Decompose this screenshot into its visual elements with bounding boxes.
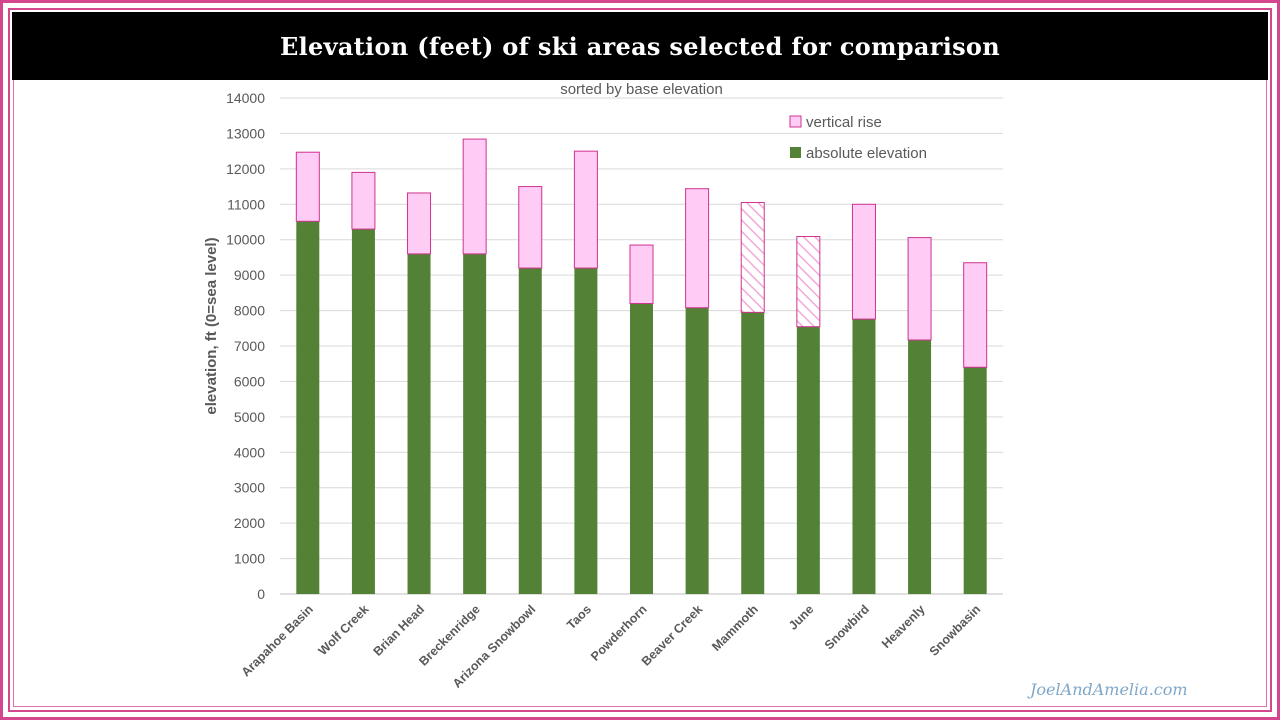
bar-absolute-elevation xyxy=(685,307,709,594)
x-tick-label: Arapahoe Basin xyxy=(239,602,316,679)
bar-absolute-elevation xyxy=(574,268,598,594)
title-bar: Elevation (feet) of ski areas selected f… xyxy=(12,12,1268,80)
x-tick-label: Powderhorn xyxy=(588,602,649,663)
legend-swatch-absolute-elevation xyxy=(790,147,801,158)
y-tick-label: 1000 xyxy=(234,551,265,567)
y-tick-label: 5000 xyxy=(234,409,265,425)
x-tick-label: Taos xyxy=(564,602,594,632)
x-tick-label: Brian Head xyxy=(371,602,428,659)
y-tick-label: 12000 xyxy=(226,161,265,177)
bar-vertical-rise xyxy=(963,262,988,368)
y-tick-label: 7000 xyxy=(234,338,265,354)
y-tick-label: 8000 xyxy=(234,303,265,319)
y-tick-label: 6000 xyxy=(234,373,265,389)
bar-absolute-elevation xyxy=(796,326,820,594)
bar-absolute-elevation xyxy=(630,303,653,594)
bar-vertical-rise xyxy=(685,188,710,309)
y-tick-label: 14000 xyxy=(226,90,265,106)
y-tick-label: 3000 xyxy=(234,480,265,496)
bar-vertical-rise xyxy=(462,138,487,255)
bar-absolute-elevation xyxy=(741,312,765,594)
bar-vertical-rise xyxy=(851,203,876,320)
bar-vertical-rise xyxy=(518,186,543,269)
bar-absolute-elevation xyxy=(463,253,487,594)
bar-vertical-rise xyxy=(629,244,654,304)
x-tick-label: Snowbasin xyxy=(927,602,984,659)
y-tick-label: 2000 xyxy=(234,515,265,531)
bar-absolute-elevation xyxy=(296,221,320,594)
x-tick-label: Snowbird xyxy=(822,602,872,652)
y-tick-label: 10000 xyxy=(226,232,265,248)
watermark: JoelAndAmelia.com xyxy=(1030,680,1188,699)
bar-absolute-elevation xyxy=(963,367,987,594)
x-tick-label: Wolf Creek xyxy=(316,602,372,658)
bar-vertical-rise xyxy=(796,236,821,328)
page-title: Elevation (feet) of ski areas selected f… xyxy=(280,31,1000,61)
bar-vertical-rise xyxy=(907,237,932,341)
y-tick-label: 4000 xyxy=(234,444,265,460)
bar-absolute-elevation xyxy=(518,268,542,594)
chart-subtitle: sorted by base elevation xyxy=(560,81,723,98)
x-tick-label: June xyxy=(786,602,817,633)
x-tick-label: Heavenly xyxy=(879,602,928,651)
frame-inner-border xyxy=(8,8,1272,712)
bar-absolute-elevation xyxy=(908,339,932,594)
legend-label-absolute-elevation: absolute elevation xyxy=(806,145,927,162)
bar-absolute-elevation xyxy=(852,319,876,594)
legend-swatch-vertical-rise xyxy=(789,115,802,128)
bar-vertical-rise xyxy=(351,171,376,230)
bar-vertical-rise xyxy=(740,202,765,313)
y-tick-label: 11000 xyxy=(227,196,265,212)
bar-vertical-rise xyxy=(295,151,320,222)
bar-absolute-elevation xyxy=(407,253,431,594)
y-axis-label: elevation, ft (0=sea level) xyxy=(203,237,220,414)
bar-absolute-elevation xyxy=(351,229,375,595)
bar-vertical-rise xyxy=(573,150,598,269)
bar-vertical-rise xyxy=(407,192,432,255)
x-tick-label: Mammoth xyxy=(709,602,761,654)
y-tick-label: 0 xyxy=(257,586,265,602)
y-tick-label: 9000 xyxy=(234,267,265,283)
y-tick-label: 13000 xyxy=(226,125,265,141)
legend-label-vertical-rise: vertical rise xyxy=(806,114,882,131)
